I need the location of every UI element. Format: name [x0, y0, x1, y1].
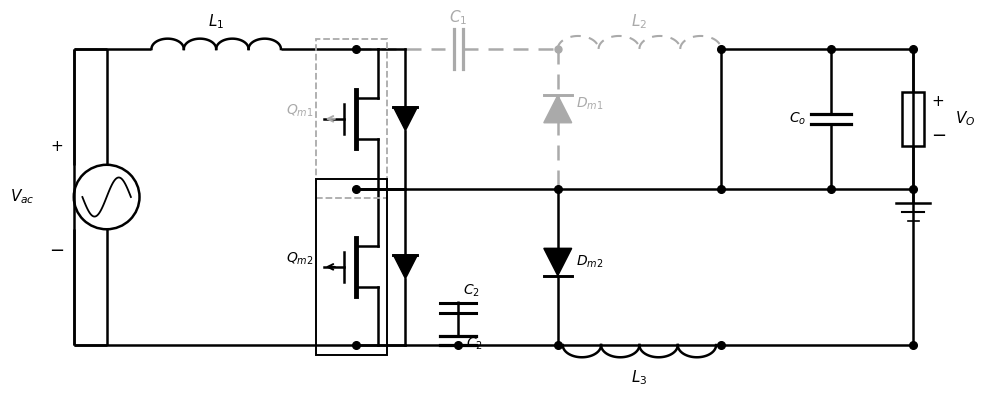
Polygon shape: [393, 255, 417, 279]
Text: +: +: [931, 94, 944, 109]
Bar: [902, 92, 924, 146]
Text: $D_{m2}$: $D_{m2}$: [576, 254, 603, 270]
Bar: [316, 179, 387, 355]
Text: $Q_{m1}$: $Q_{m1}$: [286, 103, 314, 119]
Bar: [316, 39, 387, 198]
Text: $C_2$: $C_2$: [463, 283, 480, 299]
Polygon shape: [393, 107, 417, 130]
Text: $V_{ac}$: $V_{ac}$: [10, 188, 35, 206]
Text: $L_1$: $L_1$: [208, 13, 224, 31]
Text: −: −: [931, 127, 946, 145]
Polygon shape: [544, 248, 572, 275]
Text: $V_O$: $V_O$: [955, 110, 975, 128]
Text: $L_3$: $L_3$: [631, 369, 648, 387]
Polygon shape: [544, 95, 572, 123]
Text: $C_1$: $C_1$: [449, 9, 467, 28]
Text: $C_o$: $C_o$: [789, 111, 806, 127]
Text: $C_2$: $C_2$: [466, 335, 483, 352]
Text: $Q_{m2}$: $Q_{m2}$: [286, 251, 314, 267]
Text: $D_{m1}$: $D_{m1}$: [576, 96, 603, 112]
Text: −: −: [49, 242, 64, 260]
Text: $L_2$: $L_2$: [631, 13, 648, 31]
Text: +: +: [50, 139, 63, 154]
